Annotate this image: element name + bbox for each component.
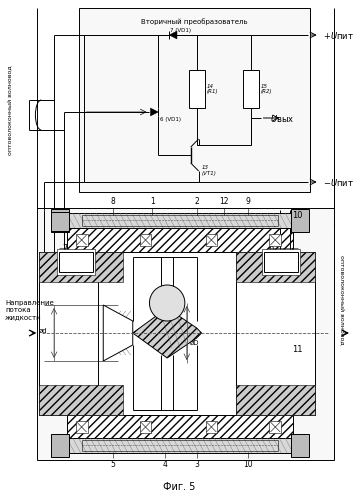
Bar xyxy=(37,208,334,460)
Bar xyxy=(76,421,87,433)
Text: 10: 10 xyxy=(243,460,253,469)
Bar xyxy=(206,421,217,433)
Polygon shape xyxy=(103,305,133,361)
Bar xyxy=(243,70,258,108)
Text: 11: 11 xyxy=(292,345,302,354)
Text: оптоволоконный волновод: оптоволоконный волновод xyxy=(7,65,12,155)
Text: 13
(VT1): 13 (VT1) xyxy=(202,165,216,176)
Bar xyxy=(51,434,69,457)
Bar xyxy=(57,249,95,275)
Text: 1: 1 xyxy=(150,197,155,206)
Bar xyxy=(236,385,315,415)
Circle shape xyxy=(149,285,185,321)
Text: 2: 2 xyxy=(194,197,199,206)
Bar xyxy=(67,415,293,438)
Text: 8: 8 xyxy=(111,197,116,206)
Text: Фиг. 5: Фиг. 5 xyxy=(163,482,195,492)
Bar xyxy=(76,234,87,246)
Bar xyxy=(51,209,69,232)
Bar xyxy=(236,252,315,415)
Bar xyxy=(140,421,152,433)
Bar xyxy=(262,249,300,275)
Bar xyxy=(140,234,152,246)
Bar xyxy=(269,234,281,246)
Bar xyxy=(98,252,236,415)
Bar xyxy=(39,252,123,282)
Bar xyxy=(67,228,293,252)
Text: 15
(R2): 15 (R2) xyxy=(261,84,272,94)
Bar xyxy=(59,252,93,272)
Bar xyxy=(291,209,309,232)
Text: 6: 6 xyxy=(269,244,274,252)
Text: ød: ød xyxy=(39,328,47,334)
Text: 10: 10 xyxy=(292,211,302,220)
Text: 5: 5 xyxy=(111,460,116,469)
Bar xyxy=(67,213,293,228)
Bar xyxy=(39,385,123,415)
Text: 14
(R1): 14 (R1) xyxy=(207,84,218,94)
Text: 7 (VD1): 7 (VD1) xyxy=(170,28,191,33)
Bar xyxy=(291,434,309,457)
Bar xyxy=(39,252,123,415)
Polygon shape xyxy=(169,31,177,39)
Polygon shape xyxy=(133,308,202,358)
Bar xyxy=(264,252,298,272)
Bar xyxy=(189,70,204,108)
Text: 9: 9 xyxy=(246,197,250,206)
Text: 12: 12 xyxy=(220,197,229,206)
Text: 4: 4 xyxy=(163,460,168,469)
Bar xyxy=(206,234,217,246)
Text: $U$вых: $U$вых xyxy=(270,112,295,123)
Text: 7: 7 xyxy=(63,244,68,252)
Text: −$U$пит: −$U$пит xyxy=(323,177,353,188)
Bar xyxy=(269,421,281,433)
Text: 6 (VD1): 6 (VD1) xyxy=(160,117,181,122)
Bar xyxy=(67,438,293,453)
Text: Направление
потока
жидкости: Направление потока жидкости xyxy=(5,300,54,320)
Text: оптоволоконный волновод: оптоволоконный волновод xyxy=(340,255,345,345)
Text: +$U$пит: +$U$пит xyxy=(323,29,353,40)
Text: øD: øD xyxy=(190,340,199,346)
Polygon shape xyxy=(150,108,158,116)
Text: Вторичный преобразователь: Вторичный преобразователь xyxy=(141,18,248,25)
Text: 3: 3 xyxy=(194,460,199,469)
Bar xyxy=(236,252,315,282)
Bar xyxy=(79,8,310,192)
